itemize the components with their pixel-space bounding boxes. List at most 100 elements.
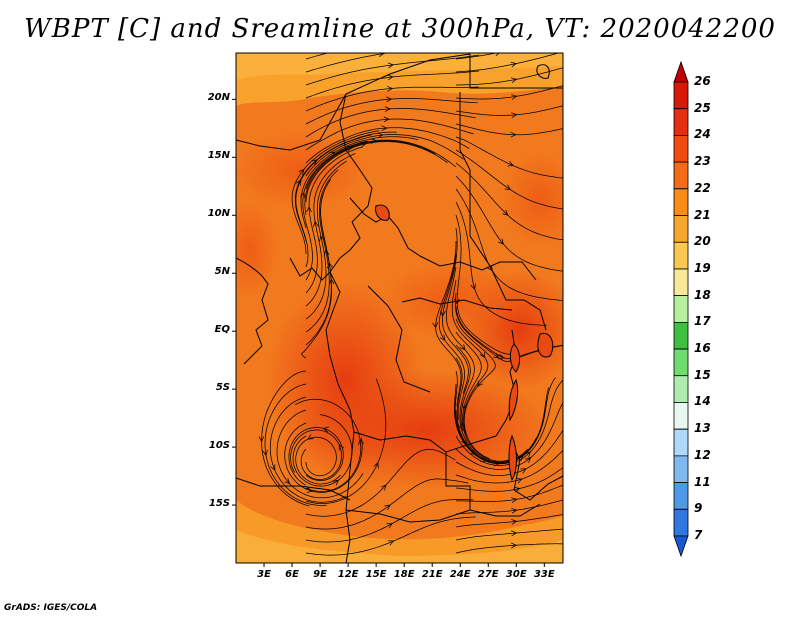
colorbar-swatch: [673, 402, 689, 430]
streamline: [455, 201, 547, 326]
lon-label: 3E: [257, 569, 271, 580]
streamline-arrow: [387, 74, 394, 81]
streamline: [295, 134, 372, 268]
streamline-arrow: [507, 161, 514, 167]
colorbar-label: 16: [694, 341, 711, 356]
colorbar-label: 17: [694, 314, 711, 329]
lat-label: 15N: [207, 150, 230, 162]
streamline-arrow: [311, 159, 318, 166]
colorbar-label: 24: [694, 127, 711, 142]
streamline: [455, 214, 519, 355]
streamline: [305, 98, 478, 125]
streamline-arrow: [511, 519, 518, 525]
streamline-arrow: [373, 462, 379, 469]
axis-ticks: [232, 98, 545, 567]
streamline: [451, 279, 489, 437]
streamline: [305, 146, 363, 294]
streamline: [291, 130, 380, 255]
colorbar-swatch: [673, 508, 689, 537]
streamline: [305, 53, 329, 60]
colorbar-swatch: [673, 60, 689, 83]
streamline-arrow: [525, 457, 532, 464]
streamline: [294, 131, 397, 242]
streamline-arrow: [307, 434, 314, 440]
streamline-arrow: [306, 206, 312, 213]
colorbar-swatch: [673, 215, 689, 243]
colorbar-swatch: [673, 81, 689, 110]
streamline-arrow: [387, 540, 395, 546]
streamline-arrow: [387, 62, 394, 69]
colorbar-label: 22: [694, 180, 711, 195]
lon-label: 24E: [449, 569, 471, 580]
streamline: [264, 383, 327, 506]
lon-label: 12E: [337, 569, 359, 580]
lat-label: 15S: [208, 498, 230, 510]
streamline-arrow: [322, 426, 329, 433]
streamline: [455, 331, 514, 462]
streamline: [305, 160, 347, 320]
lakes: [375, 204, 554, 482]
colorbar-swatch: [673, 108, 689, 136]
streamline: [305, 53, 389, 73]
colorbar-swatch: [673, 188, 689, 216]
streamline: [455, 528, 563, 541]
streamline-arrow: [461, 403, 468, 410]
streamline: [455, 175, 563, 272]
lon-label: 27E: [477, 569, 499, 580]
lat-label: 10S: [208, 440, 230, 452]
streamline: [435, 241, 462, 407]
streamline-arrow: [380, 484, 387, 491]
streamline-arrow: [313, 220, 319, 228]
colorbar-swatch: [673, 535, 689, 558]
colorbar-swatch: [673, 482, 689, 510]
colorbar-swatch: [673, 455, 689, 483]
streamline-arrow: [461, 438, 467, 445]
colorbar-label: 7: [694, 528, 703, 542]
streamline-arrow: [298, 168, 305, 175]
colorbar-label: 11: [694, 474, 711, 489]
streamline: [446, 266, 475, 432]
streamline-arrow: [511, 497, 518, 503]
streamline: [305, 108, 476, 138]
lon-label: 18E: [393, 569, 415, 580]
streamline-arrow: [511, 507, 518, 514]
lon-label: 6E: [285, 569, 299, 580]
colorbar-swatch: [673, 161, 689, 190]
lon-label: 30E: [505, 569, 527, 580]
streamline: [276, 409, 364, 499]
colorbar-swatch: [673, 321, 689, 350]
streamline-arrow: [258, 436, 265, 443]
lat-label: EQ: [214, 324, 230, 336]
streamline-arrow: [381, 125, 388, 132]
streamline-arrow: [459, 344, 466, 351]
colorbar-swatch: [673, 268, 689, 297]
streamline: [290, 429, 342, 480]
lat-label: 20N: [207, 92, 230, 104]
lon-label: 21E: [421, 569, 443, 580]
map-frame: [235, 52, 564, 564]
streamline-arrow: [511, 112, 518, 119]
colorbar-swatch: [673, 375, 689, 403]
streamline-arrow: [520, 468, 527, 474]
streamline-arrow: [386, 85, 394, 92]
streamline: [305, 70, 480, 99]
streamline: [455, 318, 496, 460]
streamline: [305, 141, 448, 203]
streamline-arrow: [495, 53, 500, 56]
streamline-arrow: [504, 184, 512, 191]
lon-label: 33E: [533, 569, 555, 580]
colorbar-label: 23: [694, 154, 711, 169]
streamline: [305, 139, 457, 190]
streamline-arrow: [439, 334, 446, 341]
streamline-arrow: [299, 191, 306, 199]
streamline: [305, 86, 479, 112]
streamline-arrow: [510, 542, 518, 549]
streamline: [455, 543, 563, 554]
colorbar-swatch: [673, 135, 689, 163]
streamline-arrow: [432, 322, 438, 329]
grads-credit: GrADS: IGES/COLA: [4, 603, 98, 613]
streamline: [304, 140, 436, 216]
streamline: [455, 377, 556, 464]
streamline: [442, 227, 469, 394]
streamline-arrow: [386, 96, 393, 103]
